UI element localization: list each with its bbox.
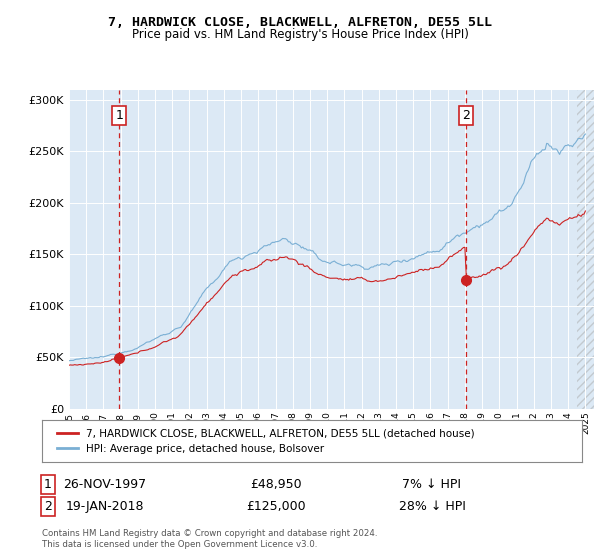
Text: 2: 2 <box>462 109 470 122</box>
Text: Contains HM Land Registry data © Crown copyright and database right 2024.
This d: Contains HM Land Registry data © Crown c… <box>42 529 377 549</box>
Text: 7, HARDWICK CLOSE, BLACKWELL, ALFRETON, DE55 5LL: 7, HARDWICK CLOSE, BLACKWELL, ALFRETON, … <box>108 16 492 29</box>
Bar <box>577 90 594 409</box>
Text: 28% ↓ HPI: 28% ↓ HPI <box>398 500 466 514</box>
Legend: 7, HARDWICK CLOSE, BLACKWELL, ALFRETON, DE55 5LL (detached house), HPI: Average : 7, HARDWICK CLOSE, BLACKWELL, ALFRETON, … <box>53 424 479 458</box>
Text: 19-JAN-2018: 19-JAN-2018 <box>66 500 144 514</box>
Text: Price paid vs. HM Land Registry's House Price Index (HPI): Price paid vs. HM Land Registry's House … <box>131 28 469 41</box>
Text: 1: 1 <box>115 109 123 122</box>
Text: 7% ↓ HPI: 7% ↓ HPI <box>403 478 461 491</box>
Text: 1: 1 <box>44 478 52 491</box>
Text: £48,950: £48,950 <box>250 478 302 491</box>
Text: 2: 2 <box>44 500 52 514</box>
Text: 26-NOV-1997: 26-NOV-1997 <box>64 478 146 491</box>
Text: £125,000: £125,000 <box>246 500 306 514</box>
